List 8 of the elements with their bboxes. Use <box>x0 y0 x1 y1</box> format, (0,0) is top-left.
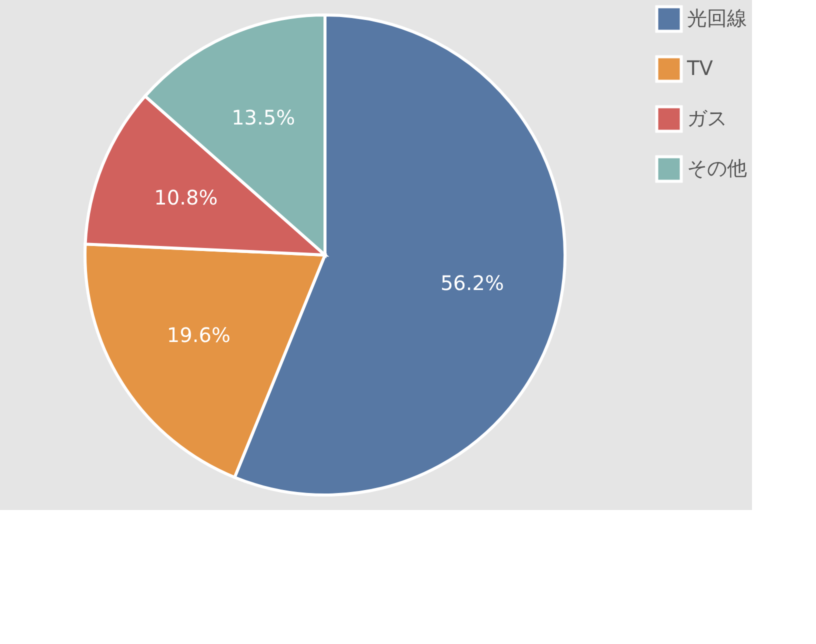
legend-label: TV <box>686 56 714 80</box>
data-label: 13.5% <box>232 105 296 130</box>
data-label: 56.2% <box>440 270 504 295</box>
data-label: 10.8% <box>154 186 218 210</box>
legend-label: ガス <box>687 106 727 130</box>
legend-label: 光回線 <box>687 6 747 30</box>
data-label: 19.6% <box>166 322 230 347</box>
legend-label: その他 <box>687 156 747 180</box>
